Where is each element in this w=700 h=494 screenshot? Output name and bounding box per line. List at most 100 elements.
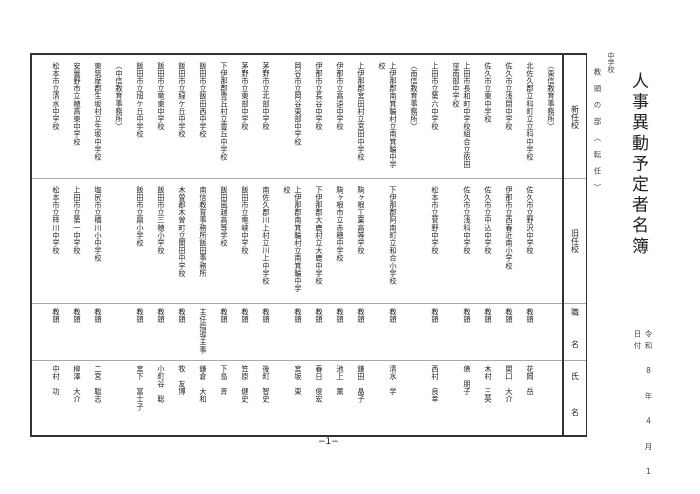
new-school: 安曇野市立穂高東中学校 <box>73 62 82 146</box>
table-row: 飯田市立旭ケ丘中学校 飯田市立鼎小学校 教頭 宮下 富士子 <box>130 55 151 435</box>
job-title: 教頭 <box>315 308 324 324</box>
new-school: 飯田市立旭ケ丘中学校 <box>136 62 145 138</box>
section-title: 教頭の部〈転任〉 <box>593 68 602 200</box>
person-name: 鎌倉 大和 <box>199 365 208 403</box>
new-school: 伊那市立高遠中学校 <box>336 62 345 131</box>
table-row: 上田市長和町中学校組合立依田窪南部中学校佐久市立浅科中学校教頭俵 朋子 <box>446 55 478 435</box>
job-title: 教頭 <box>505 308 514 324</box>
school-category: 中学校 <box>607 52 615 73</box>
header-job: 職 名 <box>570 308 580 356</box>
person-name: 清水 学 <box>389 365 398 396</box>
table-row: 下伊那郡豊丘村立豊丘中学校 飯田風越高等学校 教頭 下島 斉 <box>214 55 235 435</box>
table-row: 佐久市立東中学校佐久市立中込中学校教頭木村 三英 <box>478 55 499 435</box>
person-name: 花岡 岳 <box>526 365 535 396</box>
table-row: 北佐久郡立科町立立科中学校 佐久市立野沢中学校 教頭 花岡 岳 <box>520 55 541 435</box>
job-title: 教頭 <box>463 308 472 324</box>
section-header: 〈東信教育事務所〉 <box>547 62 556 131</box>
job-title: 教頭 <box>294 308 303 324</box>
document-title: 人事異動予定者名簿 <box>628 72 648 258</box>
table-row: 飯田市立竜東中学校 飯田市立三穂小学校 教頭 小町谷 聡 <box>151 55 172 435</box>
person-name: 二宮 聡志 <box>94 365 103 403</box>
new-school: 茅野市立北部中学校 <box>262 62 271 131</box>
person-name: 宮坂 東 <box>294 365 303 396</box>
job-title: 教頭 <box>389 308 398 324</box>
header-column: 新任校 旧任校 職 名 氏 名 <box>562 55 586 435</box>
person-name: 関口 大介 <box>505 365 514 403</box>
new-school: 下伊那郡豊丘村立豊丘中学校 <box>220 62 229 161</box>
old-school: 佐久市立野沢中学校 <box>526 186 535 255</box>
job-title: 教頭 <box>484 308 493 324</box>
new-school: 飯田市立緑ケ丘中学校 <box>178 62 187 138</box>
new-school: 松本市立清水中学校 <box>52 62 61 131</box>
job-title: 教頭 <box>178 308 187 324</box>
section-header: 〈南信教育事務所〉 <box>410 62 419 131</box>
old-school: 松本市立梓川中学校 <box>52 186 61 255</box>
person-name: 鎌田 晶子 <box>357 365 366 403</box>
job-title: 教頭 <box>73 308 82 324</box>
person-name: 小町谷 聡 <box>157 365 166 403</box>
old-school: 塩尻市立楢川小中学校 <box>94 186 103 262</box>
old-school: 松本市立菅野中学校 <box>431 186 440 255</box>
new-school: 上伊那郡南箕輪村立南箕輪中学校 <box>378 62 398 169</box>
table-row: 茅野市立東部中学校 飯田市立竜峡中学校 教頭 笠原 健史 <box>235 55 256 435</box>
table-row: 飯田市立緑ケ丘中学校木曽郡木曽町立開田中学校教頭牧 友博 <box>172 55 193 435</box>
old-school: 南佐久郡川上村立川上中学校 <box>262 186 271 285</box>
old-school: 飯田市立竜峡中学校 <box>241 186 250 255</box>
new-school: 佐久市立東中学校 <box>484 62 493 123</box>
job-title: 教頭 <box>336 308 345 324</box>
person-name: 俵 朋子 <box>463 365 472 396</box>
new-school: 伊那市立長谷中学校 <box>315 62 324 131</box>
old-school: 佐久市立浅科中学校 <box>463 186 472 255</box>
new-school: 東筑摩郡生坂村立生坂中学校 <box>94 62 103 161</box>
job-title: 教頭 <box>357 308 366 324</box>
table-row: 伊那市立高遠中学校 駒ヶ根市立赤穂中学校 教頭 池上 薫 <box>330 55 351 435</box>
old-school: 駒ヶ根工業高等学校 <box>357 186 366 255</box>
table-row: 佐久市立浅間中学校 伊那市立西春近南小学校 教頭 関口 大介 <box>499 55 520 435</box>
divider-line <box>32 178 586 179</box>
new-school: 佐久市立浅間中学校 <box>505 62 514 131</box>
table-row: 安曇野市立穂高東中学校 上田市立第一中学校 教頭 柳澤 大介 <box>67 55 88 435</box>
effective-date: 令和 8 年 4 月 1 日付 <box>633 330 653 480</box>
table-row: 飯田市立飯田西中学校南信教育事務所飯田事務所主任指導主事鎌倉 大和 <box>193 55 214 435</box>
person-name: 宮下 富士子 <box>136 365 145 411</box>
table-row: 伊那市立長谷中学校 下伊那郡大鹿村立大鹿中学校 教頭 春日 俊宏 <box>309 55 330 435</box>
header-new-school: 新任校 <box>570 104 580 129</box>
table-row: 東筑摩郡生坂村立生坂中学校 塩尻市立楢川小中学校 教頭 二宮 聡志 <box>88 55 109 435</box>
table-row: 松本市立清水中学校 松本市立梓川中学校教頭中村 功 <box>46 55 67 435</box>
old-school: 下伊那郡阿南町立和合小学校 <box>389 186 398 285</box>
divider-line <box>32 360 586 361</box>
old-school: 上田市立第一中学校 <box>73 186 82 255</box>
divider-line <box>32 303 586 304</box>
old-school: 佐久市立中込中学校 <box>484 186 493 255</box>
table-row: 茅野市立北部中学校南佐久郡川上村立川上中学校教頭後町 智史 <box>256 55 277 435</box>
job-title: 教頭 <box>52 308 61 324</box>
table-row: 岡谷市立岡谷東部中学校 上伊那郡南箕輪村立南箕輪中学校 教頭 宮坂 東 <box>277 55 309 435</box>
job-title: 教頭 <box>526 308 535 324</box>
old-school: 飯田市立鼎小学校 <box>136 186 145 247</box>
job-title: 教頭 <box>262 308 271 324</box>
person-name: 木村 三英 <box>484 365 493 403</box>
page-number: −1− <box>318 437 339 447</box>
old-school: 南信教育事務所飯田事務所 <box>199 186 208 278</box>
job-title: 主任指導主事 <box>199 308 208 354</box>
job-title: 教頭 <box>241 308 250 324</box>
person-name: 中村 功 <box>52 365 61 396</box>
old-school: 木曽郡木曽町立開田中学校 <box>178 186 187 278</box>
section-header-row: 〈東信教育事務所〉 <box>541 55 562 435</box>
new-school: 飯田市立飯田西中学校 <box>199 62 208 138</box>
person-name: 牧 友博 <box>178 365 187 396</box>
old-school: 下伊那郡大鹿村立大鹿中学校 <box>315 186 324 285</box>
new-school: 岡谷市立岡谷東部中学校 <box>294 62 303 146</box>
new-school: 上田市長和町中学校組合立依田窪南部中学校 <box>452 62 472 169</box>
person-name: 下島 斉 <box>220 365 229 396</box>
personnel-table: 新任校 旧任校 職 名 氏 名 〈東信教育事務所〉 北佐久郡立科町立立科中学校 佐久… <box>30 53 587 437</box>
new-school: 上田市立第六中学校 <box>431 62 440 131</box>
new-school: 上伊那郡宮田村立宮田中学校 <box>357 62 366 161</box>
person-name: 後町 智史 <box>262 365 271 403</box>
table-row: 上田市立第六中学校 松本市立菅野中学校 教頭 西村 良幸 <box>425 55 446 435</box>
new-school: 茅野市立東部中学校 <box>241 62 250 131</box>
header-name: 氏 名 <box>570 372 580 426</box>
old-school: 駒ヶ根市立赤穂中学校 <box>336 186 345 262</box>
table-row: 上伊那郡宮田村立宮田中学校駒ヶ根工業高等学校教頭鎌田 晶子 <box>351 55 372 435</box>
job-title: 教頭 <box>220 308 229 324</box>
